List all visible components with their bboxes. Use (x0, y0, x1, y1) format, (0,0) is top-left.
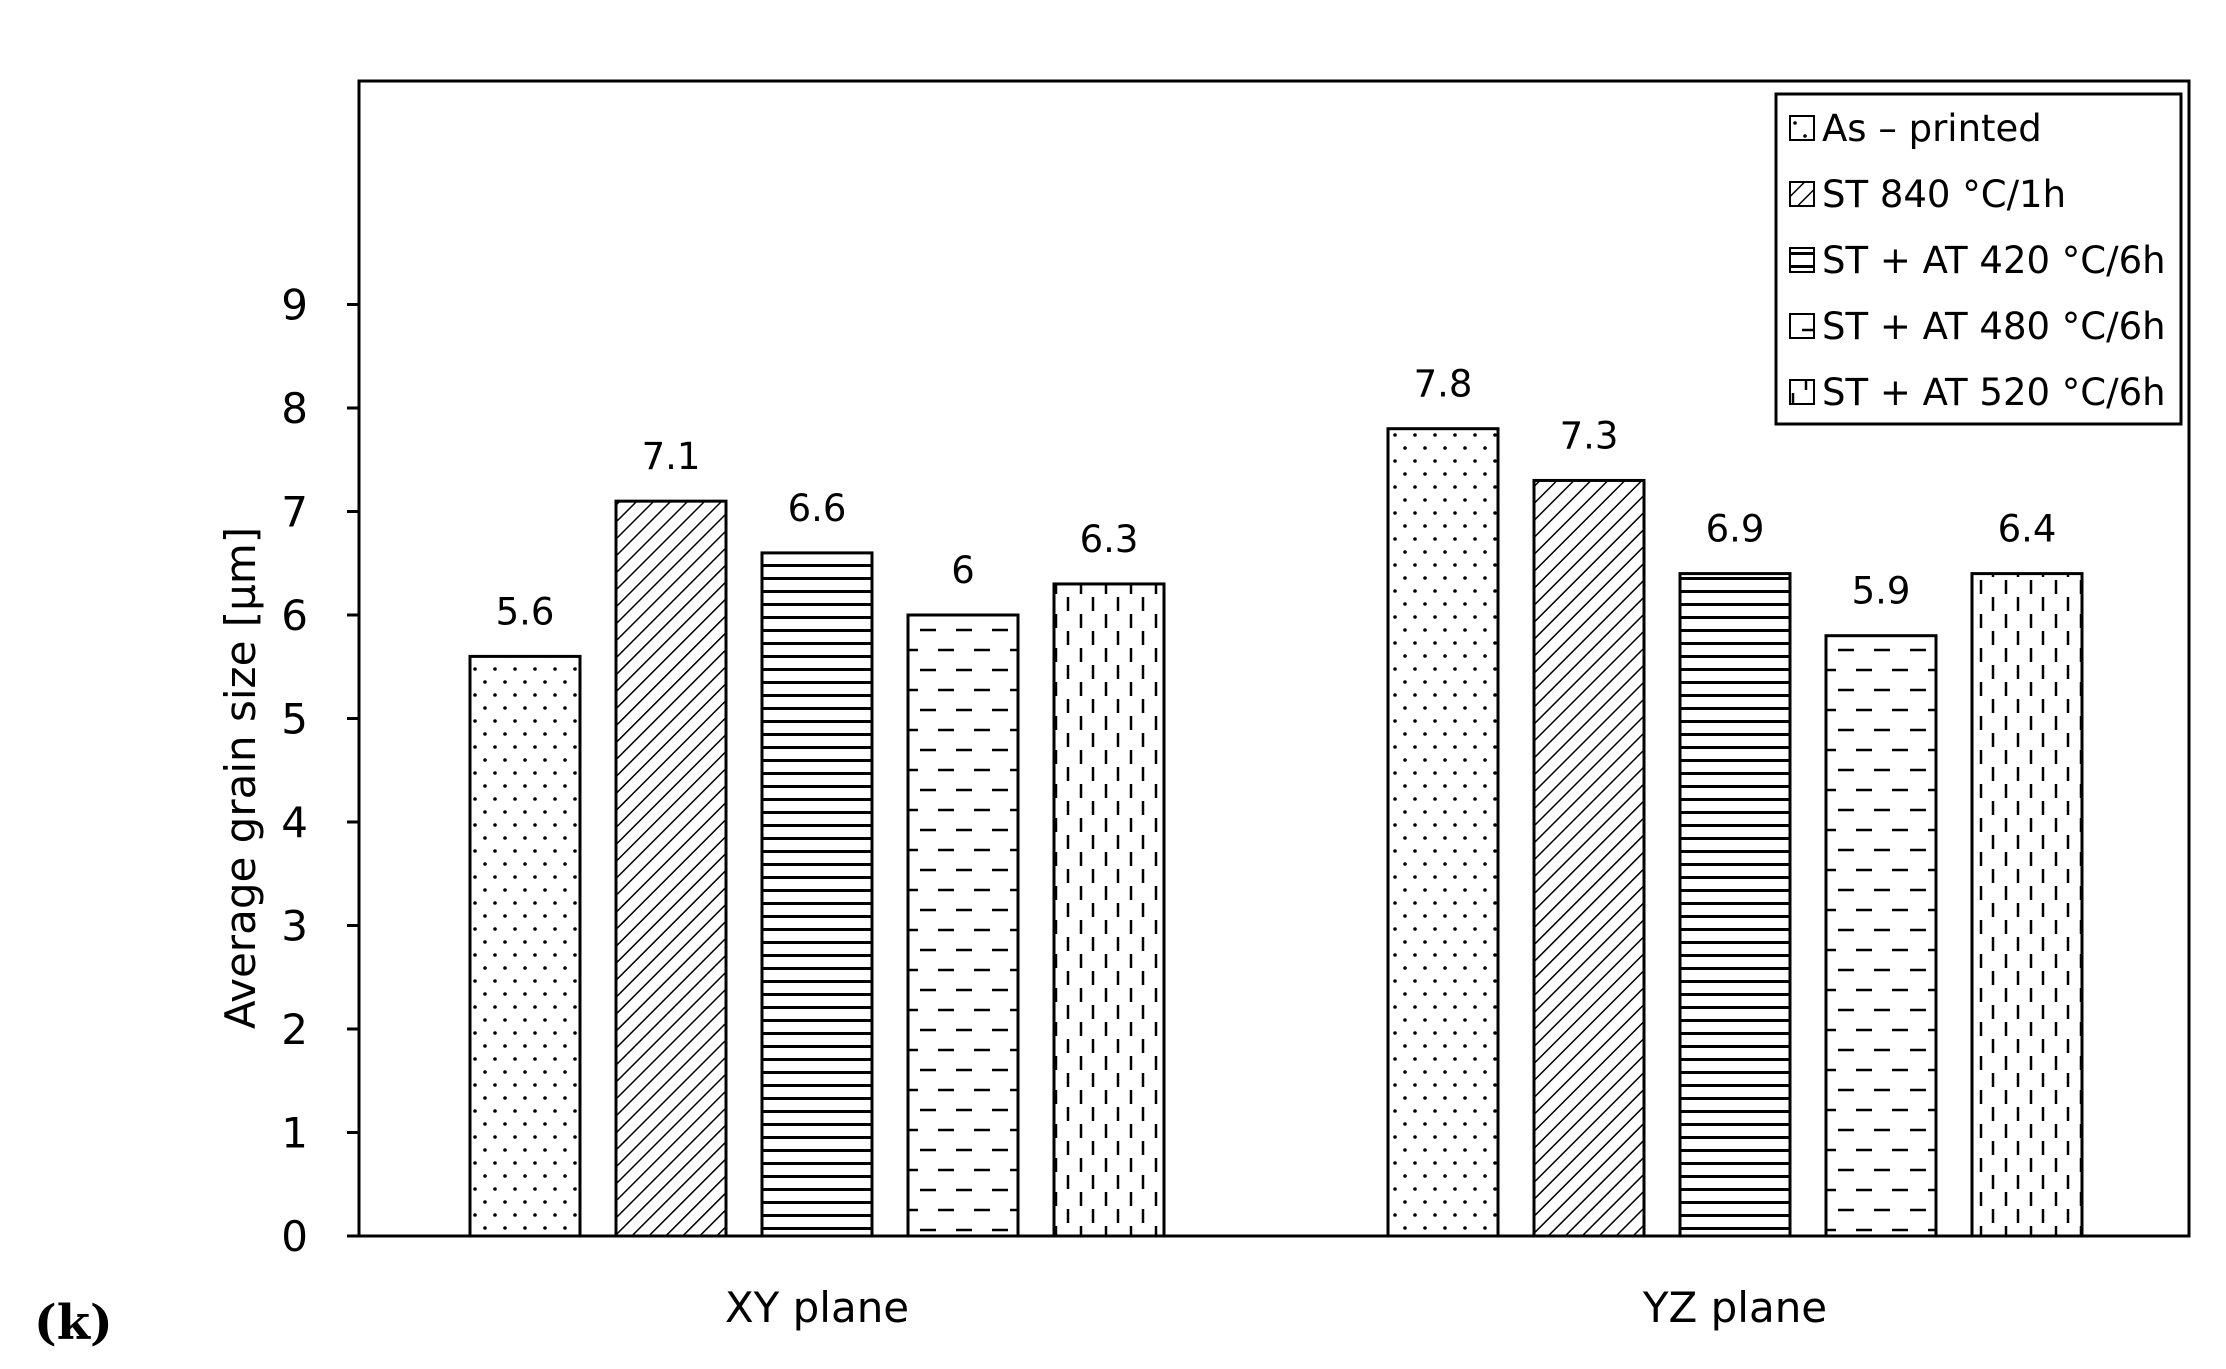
x-axis-labels: XY plane YZ plane (725, 1283, 1827, 1332)
panel-label: (k) (34, 1295, 113, 1351)
y-tick-label: 2 (281, 1005, 308, 1054)
legend-frame (1774, 92, 2183, 426)
legend-entry: ST 840 °C/1h (1822, 173, 2066, 216)
data-label: 6.9 (1706, 508, 1765, 551)
category-label: YZ plane (1642, 1283, 1827, 1332)
bar-horizontal-xy (760, 551, 874, 1238)
value-labels-layer: 5.6 7.8 7.1 7.3 6.6 6.9 6 5.9 6.3 6.4 (496, 363, 2057, 634)
y-tick-label: 6 (281, 591, 308, 640)
bar-diagonal-xy (614, 499, 728, 1238)
y-tick-label: 5 (281, 695, 308, 744)
bar-dashes-xy (906, 613, 1020, 1238)
legend-entry: ST + AT 480 °C/6h (1822, 305, 2166, 348)
category-label: XY plane (725, 1283, 909, 1332)
data-label: 6 (951, 549, 975, 592)
legend-swatch (1789, 379, 1815, 405)
y-tick-label: 4 (281, 798, 308, 847)
legend-entry: As – printed (1822, 107, 2042, 150)
legend-swatch (1789, 115, 1815, 141)
y-axis-label: Average grain size [µm] (216, 527, 265, 1029)
data-label: 7.1 (642, 435, 701, 478)
y-tick-label: 3 (281, 902, 308, 951)
legend-entry: ST + AT 520 °C/6h (1822, 371, 2166, 414)
y-tick-label: 9 (281, 281, 308, 330)
bar-horizontal-yz (1678, 572, 1792, 1238)
y-tick-label: 0 (281, 1212, 308, 1261)
y-tick-label: 7 (281, 488, 308, 537)
y-tick-label: 1 (281, 1109, 308, 1158)
bar-vertical-dashes-xy (1052, 582, 1166, 1238)
bar-dots-yz (1386, 427, 1500, 1238)
data-label: 6.6 (788, 487, 847, 530)
data-label: 7.3 (1560, 414, 1619, 457)
legend-swatch (1789, 181, 1815, 207)
legend: As – printed ST 840 °C/1h ST + AT 420 °C/6… (1774, 92, 2183, 426)
bar-diagonal-yz (1532, 478, 1646, 1238)
data-label: 5.6 (496, 590, 555, 633)
bars-layer (468, 427, 2084, 1238)
bar-dots-xy (468, 654, 582, 1238)
data-label: 6.4 (1998, 508, 2057, 551)
data-label: 6.3 (1080, 518, 1139, 561)
data-label: 7.8 (1414, 363, 1473, 406)
bar-vertical-dashes-yz (1970, 572, 2084, 1238)
data-label: 5.9 (1852, 570, 1911, 613)
legend-swatch (1789, 313, 1815, 339)
legend-swatch (1789, 247, 1815, 273)
legend-entry: ST + AT 420 °C/6h (1822, 239, 2166, 282)
y-tick-label: 8 (281, 384, 308, 433)
bar-dashes-yz (1824, 634, 1938, 1238)
